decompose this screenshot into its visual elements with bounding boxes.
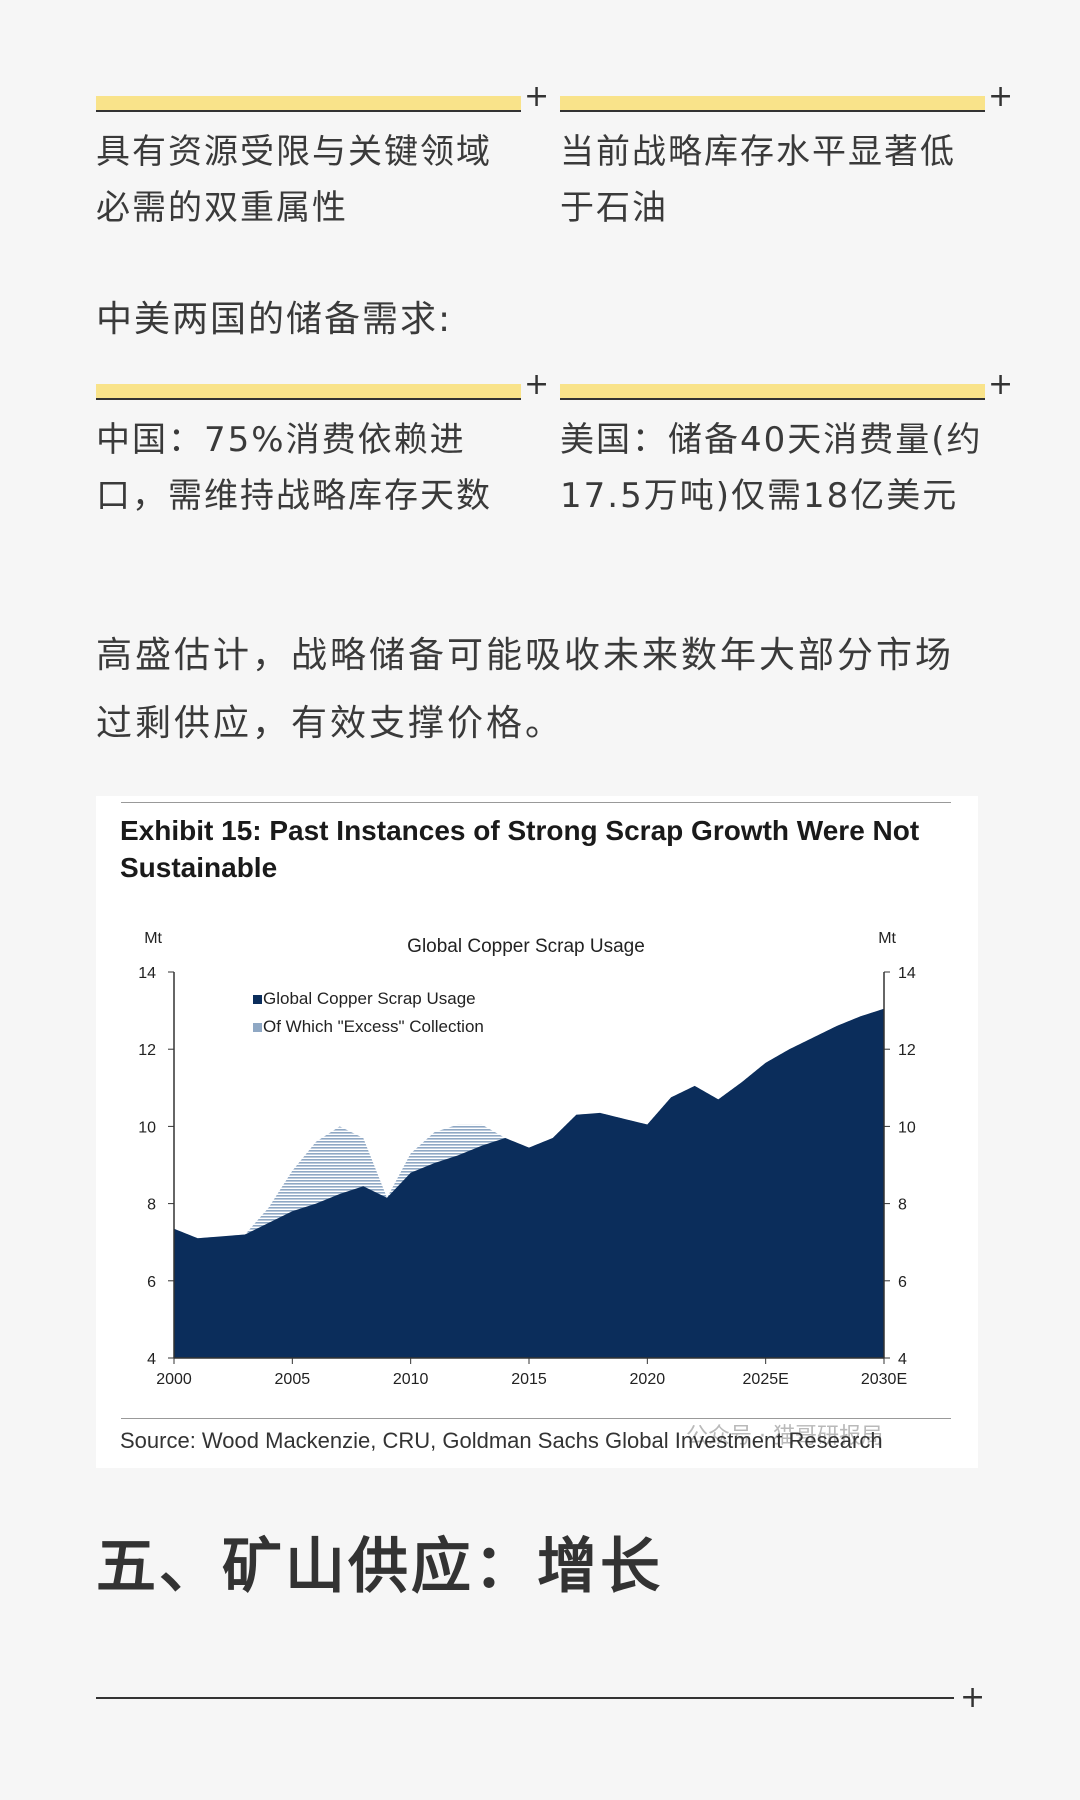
card-text: 当前战略库存水平显著低于石油: [560, 132, 956, 228]
figure-top-rule: [121, 802, 951, 803]
watermark: 公众号 · 猫哥研报局: [686, 1424, 883, 1449]
legend-label-excess-collection: Of Which "Excess" Collection: [263, 1017, 484, 1036]
y-tick-label-right: 10: [898, 1119, 916, 1136]
y-tick-label-left: 8: [147, 1197, 156, 1214]
footer-rule: [96, 1697, 954, 1699]
plus-icon: +: [524, 79, 550, 114]
card-text: 具有资源受限与关键领域必需的双重属性: [96, 132, 492, 228]
y-tick-label-right: 4: [898, 1351, 907, 1368]
figure-source: Source: Wood Mackenzie, CRU, Goldman Sac…: [120, 1428, 883, 1453]
plus-icon: +: [988, 367, 1014, 402]
y-tick-label-right: 8: [898, 1197, 907, 1214]
plus-icon: +: [960, 1680, 986, 1715]
x-tick-label: 2000: [156, 1371, 192, 1388]
y-tick-label-left: 14: [138, 965, 156, 982]
series-area-scrap-usage: [174, 1008, 884, 1358]
legend-swatch-excess-collection: [253, 1023, 262, 1032]
card-text: 中国：75%消费依赖进口，需维持战略库存天数: [96, 420, 492, 516]
x-tick-label: 2005: [275, 1371, 311, 1388]
x-tick-label: 2030E: [861, 1371, 907, 1388]
plus-icon: +: [988, 79, 1014, 114]
chart-title: Global Copper Scrap Usage: [407, 936, 645, 957]
exhibit-figure: Exhibit 15: Past Instances of Strong Scr…: [96, 796, 978, 1468]
x-tick-label: 2025E: [743, 1371, 789, 1388]
x-tick-label: 2020: [630, 1371, 666, 1388]
legend-label-scrap-usage: Global Copper Scrap Usage: [263, 989, 476, 1008]
card-accent-bar: [96, 96, 521, 112]
body-paragraph: 高盛估计，战略储备可能吸收未来数年大部分市场过剩供应，有效支撑价格。: [96, 635, 955, 744]
y-tick-label-right: 12: [898, 1042, 916, 1059]
card-accent-bar: [560, 384, 985, 400]
y-axis-unit-right: Mt: [878, 930, 896, 947]
y-tick-label-left: 6: [147, 1274, 156, 1291]
y-tick-label-left: 10: [138, 1119, 156, 1136]
reserve-heading: 中美两国的储备需求:: [96, 299, 453, 340]
y-tick-label-left: 12: [138, 1042, 156, 1059]
card-accent-bar: [96, 384, 521, 400]
section-title: 五、矿山供应：增长: [96, 1532, 663, 1602]
card-text: 美国：储备40天消费量(约17.5万吨)仅需18亿美元: [560, 420, 983, 516]
card-accent-bar: [560, 96, 985, 112]
y-axis-unit-left: Mt: [144, 930, 162, 947]
y-tick-label-left: 4: [147, 1351, 156, 1368]
y-tick-label-right: 14: [898, 965, 916, 982]
figure-bottom-rule: [121, 1418, 951, 1419]
legend-swatch-scrap-usage: [253, 995, 262, 1004]
figure-title: Exhibit 15: Past Instances of Strong Scr…: [120, 815, 920, 883]
plus-icon: +: [524, 367, 550, 402]
x-tick-label: 2010: [393, 1371, 429, 1388]
y-tick-label-right: 6: [898, 1274, 907, 1291]
x-tick-label: 2015: [511, 1371, 547, 1388]
copper-scrap-chart: 4 4 6 6 8 8 10 10 12 12 14 14 2000 2005 2010 2015 2020 20…: [138, 930, 916, 1388]
